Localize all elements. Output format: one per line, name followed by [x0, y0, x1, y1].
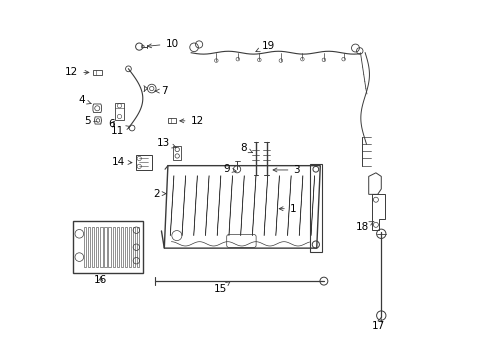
Bar — [92, 227, 95, 267]
Bar — [133, 227, 135, 267]
Bar — [108, 227, 111, 267]
Bar — [117, 227, 119, 267]
Text: 19: 19 — [256, 41, 275, 52]
Bar — [121, 227, 123, 267]
Bar — [104, 227, 107, 267]
Text: 12: 12 — [65, 67, 89, 77]
Bar — [96, 227, 98, 267]
Text: 18: 18 — [355, 221, 374, 232]
Text: 1: 1 — [279, 204, 296, 214]
Text: 16: 16 — [94, 275, 107, 285]
Text: 6: 6 — [109, 120, 115, 129]
Text: 9: 9 — [223, 164, 236, 174]
Text: 12: 12 — [180, 116, 204, 126]
Text: 7: 7 — [155, 86, 168, 96]
Text: 15: 15 — [214, 282, 230, 294]
Bar — [125, 227, 127, 267]
Text: 3: 3 — [273, 165, 300, 175]
Bar — [88, 227, 90, 267]
Text: 5: 5 — [85, 116, 91, 126]
Text: 4: 4 — [79, 95, 91, 105]
Text: 8: 8 — [241, 143, 253, 153]
Text: 14: 14 — [112, 157, 132, 167]
Text: 2: 2 — [153, 189, 166, 199]
Bar — [129, 227, 131, 267]
Bar — [137, 227, 140, 267]
Bar — [100, 227, 102, 267]
Text: 11: 11 — [111, 126, 130, 135]
Bar — [113, 227, 115, 267]
Text: 10: 10 — [147, 39, 178, 49]
Text: 17: 17 — [372, 318, 385, 331]
Bar — [84, 227, 86, 267]
Text: 13: 13 — [157, 138, 176, 148]
